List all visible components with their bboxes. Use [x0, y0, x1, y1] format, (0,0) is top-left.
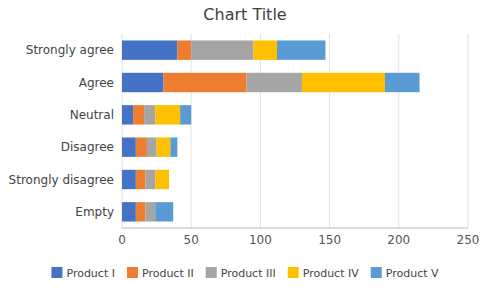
y-tick-label: Neutral [70, 108, 114, 122]
legend-label: Product II [142, 267, 194, 280]
legend-swatch [127, 267, 138, 278]
bar [146, 202, 156, 221]
y-tick-label: Empty [75, 205, 114, 219]
bar [385, 73, 420, 92]
x-axis-line [122, 228, 468, 229]
legend-label: Product V [386, 267, 439, 280]
title: Chart Title [203, 5, 286, 24]
bar [122, 40, 177, 59]
bar [164, 73, 247, 92]
x-tick-label: 200 [387, 233, 410, 247]
chart: Chart Title 0 50 100 150 200 250 Empty Strongly … [0, 0, 490, 298]
grid [122, 34, 468, 228]
bar [122, 137, 136, 156]
bar [191, 40, 253, 59]
bar [122, 170, 136, 189]
bar [136, 137, 147, 156]
legend-item: Product II [127, 267, 194, 280]
bar [277, 40, 325, 59]
legend-item: Product I [51, 267, 115, 280]
grid-line [398, 34, 399, 228]
bar [157, 137, 171, 156]
grid-line [122, 34, 123, 228]
bar [136, 170, 146, 189]
grid-line [260, 34, 261, 228]
legend-swatch [371, 267, 382, 278]
x-tick-label: 50 [184, 233, 199, 247]
y-tick-label: Strongly disagree [9, 173, 114, 187]
legend-item: Product IV [288, 267, 360, 280]
bar [177, 40, 191, 59]
x-tick-label: 250 [457, 233, 480, 247]
y-tick-label: Disagree [61, 140, 114, 154]
bar [155, 105, 180, 124]
bar [170, 137, 177, 156]
legend-swatch [206, 267, 217, 278]
bar [122, 73, 164, 92]
bars [122, 40, 420, 221]
y-tick-label: Agree [79, 76, 114, 90]
y-tick-label: Strongly agree [26, 43, 114, 57]
bar [147, 137, 157, 156]
legend-item: Product III [206, 267, 276, 280]
legend-swatch [51, 267, 62, 278]
bar [247, 73, 302, 92]
bar [302, 73, 385, 92]
bar [155, 202, 173, 221]
grid-line [191, 34, 192, 228]
legend-swatch [288, 267, 299, 278]
legend-item: Product V [371, 267, 439, 280]
bar [155, 170, 169, 189]
legend: Product I Product II Product III Product IV… [51, 267, 439, 280]
grid-line [329, 34, 330, 228]
bar [122, 105, 133, 124]
bar [122, 202, 136, 221]
bar [169, 170, 170, 189]
x-tick-label: 0 [118, 233, 126, 247]
bar [146, 170, 156, 189]
legend-label: Product IV [303, 267, 360, 280]
bar [136, 202, 146, 221]
x-tick-label: 100 [249, 233, 272, 247]
bar [180, 105, 191, 124]
bar [144, 105, 155, 124]
bar [253, 40, 277, 59]
grid-line [468, 34, 469, 228]
bar [133, 105, 144, 124]
x-tick-label: 150 [318, 233, 341, 247]
legend-label: Product III [221, 267, 276, 280]
legend-label: Product I [66, 267, 115, 280]
